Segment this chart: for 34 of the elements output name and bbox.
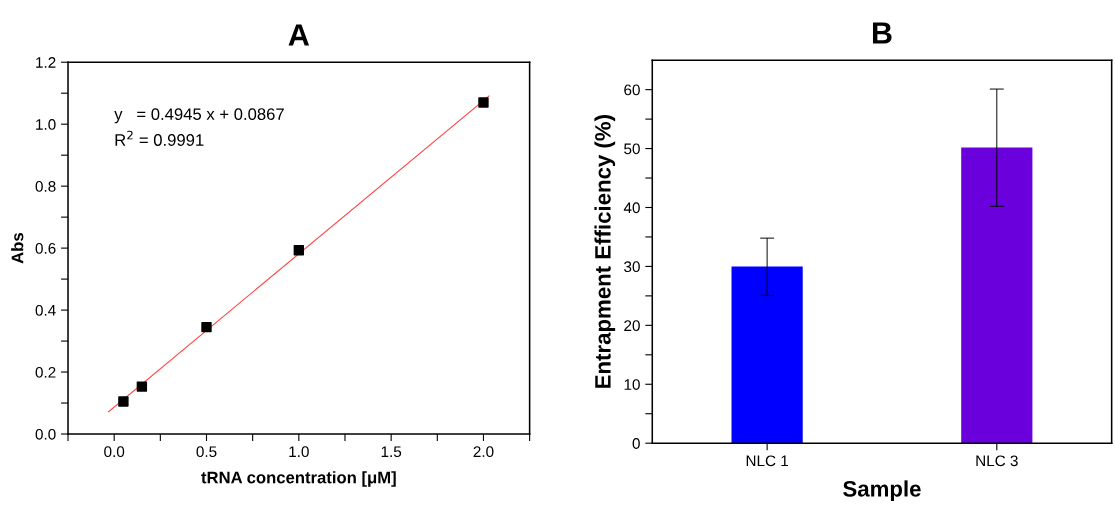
y-tick-label: 60 <box>624 84 640 96</box>
y-tick-label: 50 <box>624 143 640 155</box>
point <box>136 381 148 392</box>
y-tick-label: 40 <box>623 202 640 214</box>
y-axis-title: Entrapment Efficiency (%) <box>594 115 616 388</box>
x-tick-label: 1.0 <box>289 446 309 458</box>
y-tick-label: 10 <box>624 379 640 390</box>
x-axis-title: Sample <box>843 480 921 502</box>
y-tick-label: 1.0 <box>36 119 56 130</box>
point <box>293 245 305 256</box>
point <box>118 396 129 407</box>
point <box>201 321 212 333</box>
x-tick-label: NLC 1 <box>746 455 789 467</box>
y-tick-label: 0.2 <box>35 366 56 378</box>
y-tick-label: 0 <box>632 438 640 449</box>
y-tick-label: 1.2 <box>36 57 56 68</box>
annotation: y = 0.4945 x + 0.0867 <box>114 108 284 124</box>
x-tick-label: 0.5 <box>196 446 217 458</box>
chart-title: A <box>288 24 310 46</box>
x-tick-label: NLC 3 <box>976 455 1018 467</box>
y-axis-title: Abs <box>11 233 24 264</box>
y-tick-label: 0.4 <box>35 304 56 316</box>
y-tick-label: 0.6 <box>35 242 56 254</box>
x-tick-label: 2.0 <box>473 446 494 458</box>
y-tick-label: 0.0 <box>35 428 56 440</box>
point <box>478 97 489 108</box>
y-tick-label: 30 <box>624 261 640 273</box>
y-tick-label: 20 <box>624 320 640 332</box>
annotation: R$^{2}$ = 0.9991 <box>115 130 204 146</box>
x-tick-label: 0.0 <box>104 446 125 458</box>
chart-title: B <box>872 22 892 44</box>
x-axis-title: tRNA concentration [μM] <box>201 471 396 487</box>
x-tick-label: 1.5 <box>381 446 402 458</box>
y-tick-label: 0.8 <box>35 181 56 192</box>
